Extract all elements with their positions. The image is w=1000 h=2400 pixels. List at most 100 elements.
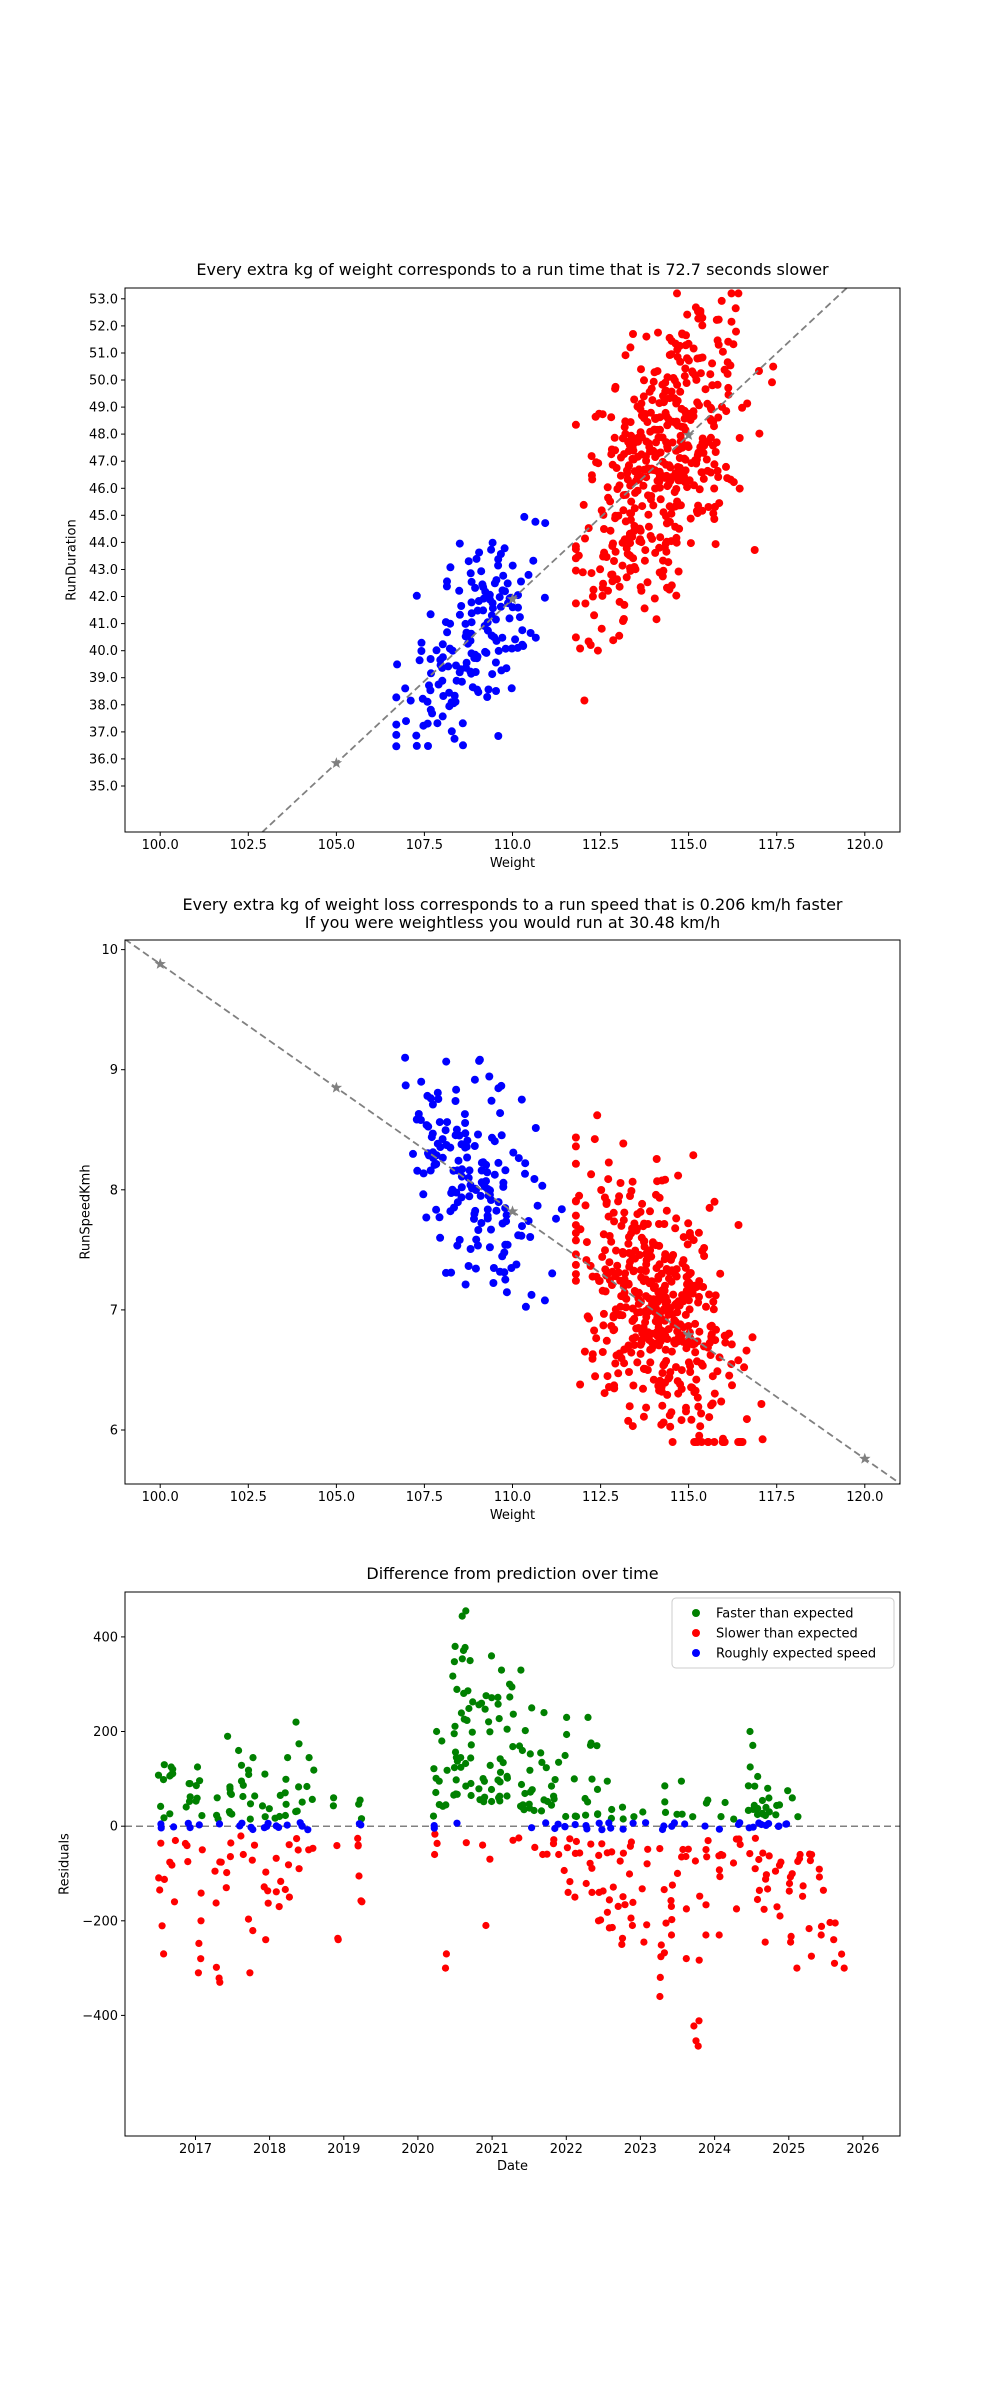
residual-column	[166, 1763, 179, 1906]
residual-column	[815, 1865, 828, 1939]
residual-column	[438, 1737, 451, 1972]
y-tick-label: 46.0	[89, 482, 118, 497]
x-tick-label: 2022	[550, 2142, 583, 2157]
y-tick-label: 35.0	[89, 780, 118, 795]
residual-column	[581, 1713, 596, 1896]
residuals-over-time-ticks: 2017 2018 2019 2020 2021 2022 2023 2024 2025 2026…	[82, 1630, 879, 2157]
trend-marker-star	[506, 593, 519, 604]
y-tick-label: 53.0	[89, 292, 118, 307]
y-tick-label: 43.0	[89, 563, 118, 578]
speed-vs-weight-plot-area	[125, 940, 900, 1484]
x-tick-label: 2021	[476, 2142, 509, 2157]
residual-column	[475, 1699, 489, 1849]
residual-column	[154, 1761, 168, 1958]
trend-marker-star	[330, 1081, 343, 1093]
residual-column	[449, 1642, 461, 1827]
speed-vs-weight-points-0	[401, 1053, 566, 1311]
y-tick-label: 44.0	[89, 536, 118, 551]
trend-marker-star	[154, 958, 166, 969]
residual-column	[235, 1746, 247, 1859]
residual-column	[462, 1657, 477, 1847]
residual-column	[429, 1727, 443, 1859]
residual-column	[715, 1798, 729, 1939]
trend-marker-star	[506, 1205, 519, 1217]
x-tick-label: 102.5	[230, 1490, 267, 1505]
residual-column	[258, 1770, 273, 1944]
y-tick-label: 40.0	[89, 644, 118, 659]
trend-marker-star	[330, 757, 343, 768]
y-tick-label: 7	[110, 1303, 118, 1318]
residual-column	[603, 1777, 617, 1932]
trend-marker-star	[682, 429, 695, 440]
chart3-title: Difference from prediction over time	[366, 1564, 659, 1583]
y-tick-label: 10	[101, 943, 118, 958]
duration-vs-weight-ticks: 100.0 102.5 105.0 107.5 110.0 112.5 115.0 117.5…	[89, 292, 883, 853]
legend-box	[671, 1597, 895, 1669]
residual-column	[625, 1813, 638, 1930]
residual-column	[303, 1754, 318, 1854]
y-tick-label: 42.0	[89, 590, 118, 605]
residual-column	[744, 1727, 760, 1873]
legend-entry-label: Roughly expected speed	[716, 1647, 876, 1662]
legend-marker-dot	[692, 1609, 700, 1617]
duration-vs-weight-points-1	[571, 289, 778, 705]
chart2-x-axis-label: Weight	[489, 1508, 536, 1523]
residual-column	[329, 1794, 342, 1944]
residual-column	[494, 1666, 507, 1805]
legend-marker-dot	[692, 1649, 700, 1657]
y-tick-label: 400	[93, 1630, 118, 1645]
chart1-x-axis-label: Weight	[489, 856, 536, 871]
trend-marker-star	[682, 1329, 695, 1340]
residual-column	[222, 1732, 236, 1892]
x-tick-label: 2019	[327, 2142, 360, 2157]
residual-column	[481, 1652, 496, 1930]
y-tick-label: 45.0	[89, 509, 118, 524]
y-tick-label: 37.0	[89, 725, 118, 740]
residual-column	[760, 1784, 773, 1946]
residual-column	[181, 1780, 194, 1866]
y-tick-label: 41.0	[89, 617, 118, 632]
x-tick-label: 105.0	[318, 838, 355, 853]
residual-column	[271, 1791, 285, 1911]
residual-column	[782, 1787, 796, 1946]
residual-column	[503, 1680, 517, 1844]
residual-column	[593, 1742, 607, 1925]
residual-column	[771, 1801, 785, 1920]
x-tick-label: 2018	[253, 2142, 286, 2157]
y-tick-label: 9	[110, 1063, 118, 1078]
y-tick-label: 6	[110, 1424, 118, 1439]
legend-entry-label: Slower than expected	[716, 1627, 858, 1642]
residual-column	[656, 1782, 670, 2001]
chart1-title: Every extra kg of weight corresponds to …	[196, 260, 829, 279]
residual-column	[515, 1666, 529, 1842]
residual-column	[838, 1950, 848, 1972]
y-tick-label: 36.0	[89, 752, 118, 767]
x-tick-label: 120.0	[846, 838, 883, 853]
residual-column	[689, 1813, 704, 2050]
x-tick-label: 112.5	[582, 1490, 619, 1505]
x-tick-label: 2023	[624, 2142, 657, 2157]
y-tick-label: 200	[93, 1725, 118, 1740]
x-tick-label: 107.5	[406, 838, 443, 853]
x-tick-label: 115.0	[670, 1490, 707, 1505]
y-tick-label: 38.0	[89, 698, 118, 713]
residual-column	[805, 1850, 816, 1960]
residual-column	[729, 1815, 744, 1913]
y-tick-label: 47.0	[89, 455, 118, 470]
residual-column	[547, 1758, 563, 1859]
y-tick-label: −200	[82, 1914, 118, 1929]
duration-vs-weight-points-0	[392, 512, 550, 751]
residual-column	[667, 1810, 682, 1939]
x-tick-label: 2025	[772, 2142, 805, 2157]
chart3-x-axis-label: Date	[496, 2159, 529, 2174]
residual-column	[560, 1713, 574, 1896]
speed-vs-weight-points-1	[571, 1111, 767, 1446]
residual-column	[244, 1754, 259, 1977]
residual-column	[457, 1607, 470, 1790]
trend-marker-star	[859, 265, 870, 276]
x-tick-label: 100.0	[142, 1490, 179, 1505]
duration-vs-weight-plot-area	[261, 265, 870, 832]
chart2-title: Every extra kg of weight loss correspond…	[182, 895, 843, 914]
y-tick-label: 51.0	[89, 347, 118, 362]
x-tick-label: 2024	[698, 2142, 731, 2157]
